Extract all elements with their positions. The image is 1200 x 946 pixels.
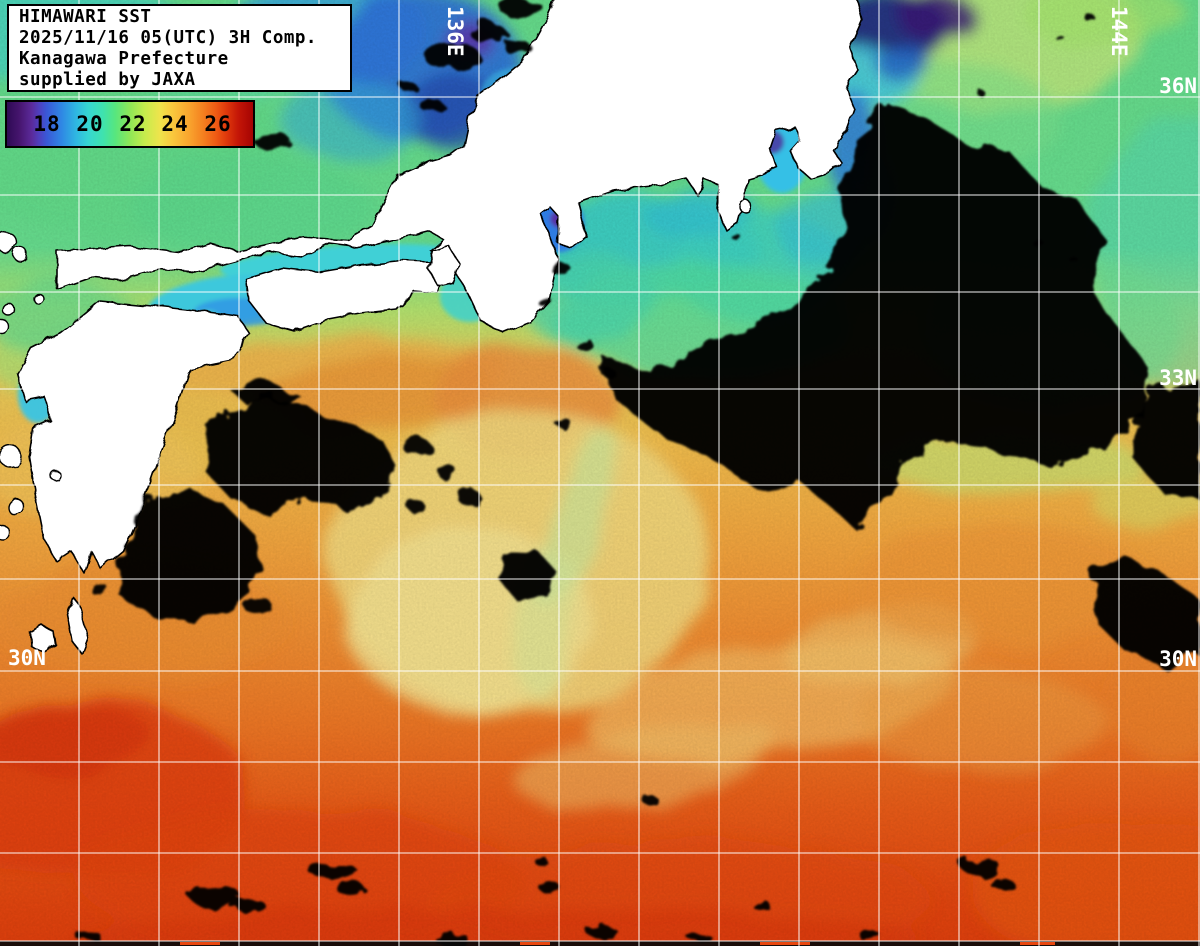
title-line-product: HIMAWARI SST bbox=[19, 7, 152, 27]
land-islet bbox=[33, 293, 45, 305]
grid-label-144e: 144E bbox=[1107, 6, 1131, 57]
cloud-shikoku-se bbox=[205, 398, 398, 515]
cloud-kii-s bbox=[500, 551, 556, 600]
land-islet bbox=[0, 444, 22, 468]
cloud-spot bbox=[253, 134, 291, 148]
cloud-shikoku-arm bbox=[230, 382, 300, 403]
grid-label-136e: 136E bbox=[443, 6, 467, 57]
title-line-region: Kanagawa Prefecture bbox=[19, 49, 229, 69]
cloud-spot bbox=[542, 883, 562, 897]
cloud-spot bbox=[1068, 255, 1076, 261]
land-masses bbox=[0, 0, 863, 655]
cloud-spot bbox=[1035, 241, 1045, 249]
colorbar-gradient: 18 20 22 24 26 bbox=[7, 102, 253, 146]
land-islet bbox=[7, 498, 25, 516]
cloud-right-mid bbox=[1130, 380, 1200, 500]
cloud-spot bbox=[338, 883, 366, 897]
cloud-mega bbox=[598, 100, 1148, 530]
cloud-spot bbox=[859, 931, 881, 941]
land-islet bbox=[1, 302, 15, 316]
cloud-spot bbox=[308, 861, 356, 879]
cloud-spot bbox=[404, 439, 432, 457]
land-islet bbox=[50, 470, 62, 482]
cloud-spot bbox=[87, 580, 105, 592]
cloud-spot bbox=[402, 83, 418, 93]
cloud-spot bbox=[753, 901, 771, 911]
cloud-spot bbox=[976, 89, 984, 95]
grid-label-36n: 36N bbox=[1159, 74, 1197, 98]
bottom-strip-dash bbox=[180, 942, 220, 945]
title-line-datetime: 2025/11/16 05(UTC) 3H Comp. bbox=[19, 28, 317, 48]
cloud-spot bbox=[406, 499, 424, 511]
cloud-spot bbox=[730, 233, 740, 239]
lat-lon-labels: 136E 144E 36N 33N 30N 30N bbox=[8, 6, 1197, 671]
cloud-spot bbox=[990, 878, 1014, 890]
cloud-spot bbox=[424, 42, 480, 70]
cloud-spot bbox=[601, 367, 615, 377]
sst-colorbar: 18 20 22 24 26 bbox=[5, 100, 255, 148]
land-yakushima bbox=[29, 624, 57, 653]
bottom-edge-strip bbox=[0, 941, 1200, 946]
cloud-spot bbox=[1085, 14, 1095, 22]
cloud-spot bbox=[550, 262, 570, 274]
grid-label-33n: 33N bbox=[1159, 366, 1197, 390]
land-islet bbox=[0, 318, 9, 334]
land-awaji-island bbox=[427, 245, 460, 287]
cloud-no-data-areas bbox=[79, 0, 1200, 946]
cloud-spot bbox=[499, 0, 543, 17]
grid-label-30n: 30N bbox=[1159, 647, 1197, 671]
colorbar-tick-24: 24 bbox=[161, 112, 189, 136]
bottom-strip-dash bbox=[520, 942, 550, 945]
cloud-spot bbox=[503, 38, 529, 54]
cloud-spot bbox=[420, 100, 444, 112]
colorbar-tick-22: 22 bbox=[119, 112, 147, 136]
cloud-spot bbox=[962, 860, 1002, 876]
cloud-spot bbox=[435, 463, 455, 477]
colorbar-tick-18: 18 bbox=[33, 112, 61, 136]
land-islet bbox=[0, 231, 17, 253]
cloud-spot bbox=[244, 597, 272, 615]
cloud-spot bbox=[189, 886, 241, 906]
cloud-spot bbox=[471, 24, 507, 44]
grid-label-30n: 30N bbox=[8, 646, 46, 670]
cloud-spot bbox=[458, 490, 482, 506]
land-islet bbox=[12, 246, 28, 262]
cloud-spot bbox=[1058, 37, 1066, 43]
cloud-spot bbox=[576, 339, 594, 351]
cloud-west bbox=[120, 488, 262, 622]
cloud-spot bbox=[230, 899, 266, 913]
colorbar-tick-20: 20 bbox=[76, 112, 104, 136]
cloud-spot bbox=[642, 795, 658, 805]
cloud-spot bbox=[533, 856, 547, 864]
land-islet bbox=[738, 199, 752, 213]
bottom-strip bbox=[0, 941, 1200, 946]
cloud-spot bbox=[538, 297, 552, 307]
colorbar-tick-26: 26 bbox=[204, 112, 232, 136]
land-islet bbox=[0, 524, 10, 540]
bottom-strip-dash bbox=[1020, 942, 1055, 945]
cloud-spot bbox=[552, 415, 568, 425]
bottom-strip-dash bbox=[760, 942, 810, 945]
cloud-spot bbox=[584, 924, 616, 936]
title-box: HIMAWARI SST 2025/11/16 05(UTC) 3H Comp.… bbox=[7, 4, 352, 92]
land-tanegashima bbox=[66, 596, 89, 655]
title-line-credit: supplied by JAXA bbox=[19, 70, 196, 90]
